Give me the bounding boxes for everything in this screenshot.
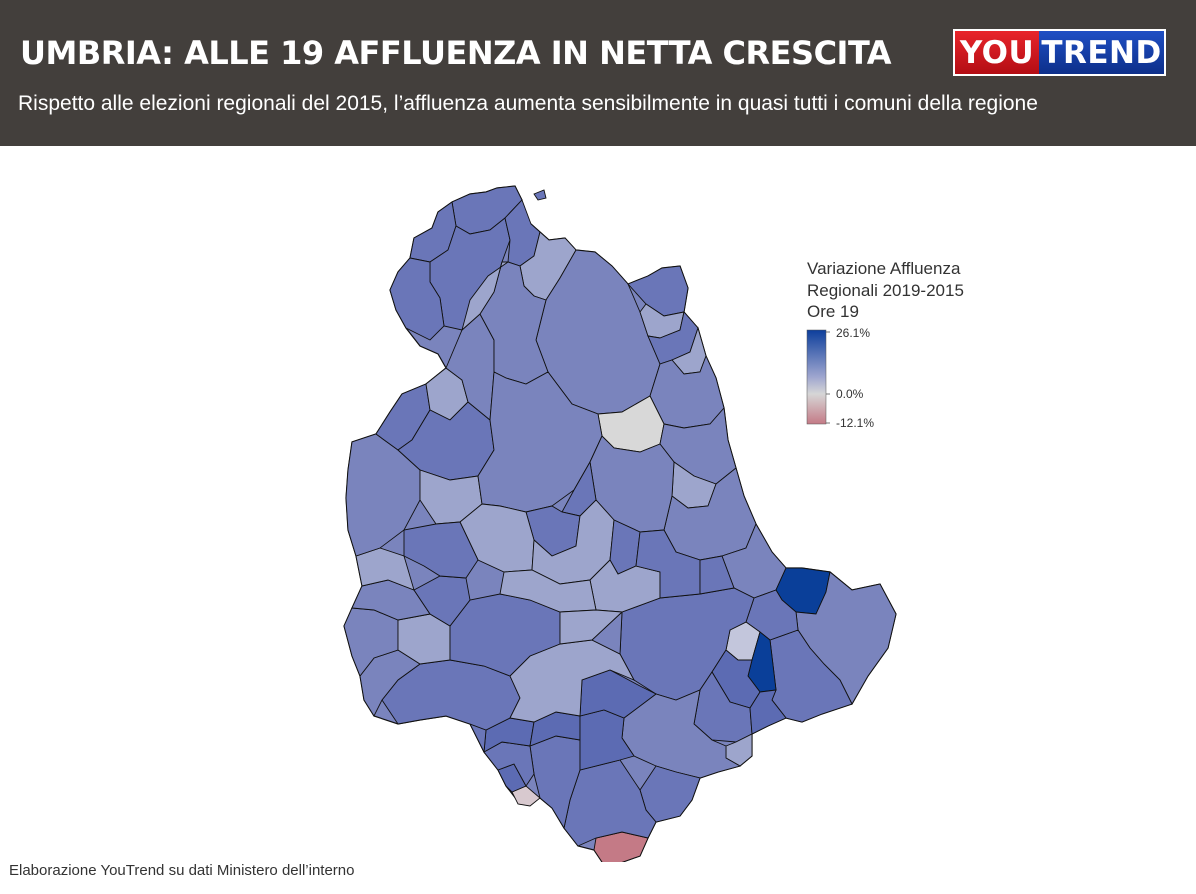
chart-subtitle: Rispetto alle elezioni regionali del 201… (18, 92, 1038, 115)
comune-collazzone (559, 609, 624, 645)
legend-title-line3: Ore 19 (807, 302, 859, 321)
comune-acquasparta (579, 669, 657, 719)
comune-trevi (699, 555, 735, 595)
source-note: Elaborazione YouTrend su dati Ministero … (9, 862, 355, 879)
umbria-map: Variazione Affluenza Regionali 2019-2015… (343, 185, 964, 862)
youtrend-logo: YOU TREND (953, 29, 1166, 76)
comune-montone (461, 261, 510, 332)
comune-terni (621, 689, 742, 779)
logo-you-part: YOU (955, 31, 1039, 74)
map-legend: Variazione Affluenza Regionali 2019-2015… (806, 259, 964, 430)
comune-monte-santa-maria (389, 257, 445, 341)
legend-label-max: 26.1% (836, 326, 870, 340)
legend-label-min: -12.1% (836, 416, 874, 430)
logo-trend-part: TREND (1039, 31, 1164, 74)
legend-label-zero: 0.0% (836, 387, 864, 401)
legend-title-line1: Variazione Affluenza (807, 259, 961, 278)
comune-umbertide (479, 261, 549, 385)
legend-color-bar (806, 329, 827, 425)
municipalities (343, 185, 897, 862)
comune-san-martino (403, 521, 479, 579)
islet-shape (533, 189, 547, 201)
header-bar: UMBRIA: ALLE 19 AFFLUENZA IN NETTA CRESC… (0, 0, 1196, 146)
legend-title-line2: Regionali 2019-2015 (807, 281, 964, 300)
comune-polino (749, 689, 787, 735)
chart-title: UMBRIA: ALLE 19 AFFLUENZA IN NETTA CRESC… (20, 34, 892, 72)
